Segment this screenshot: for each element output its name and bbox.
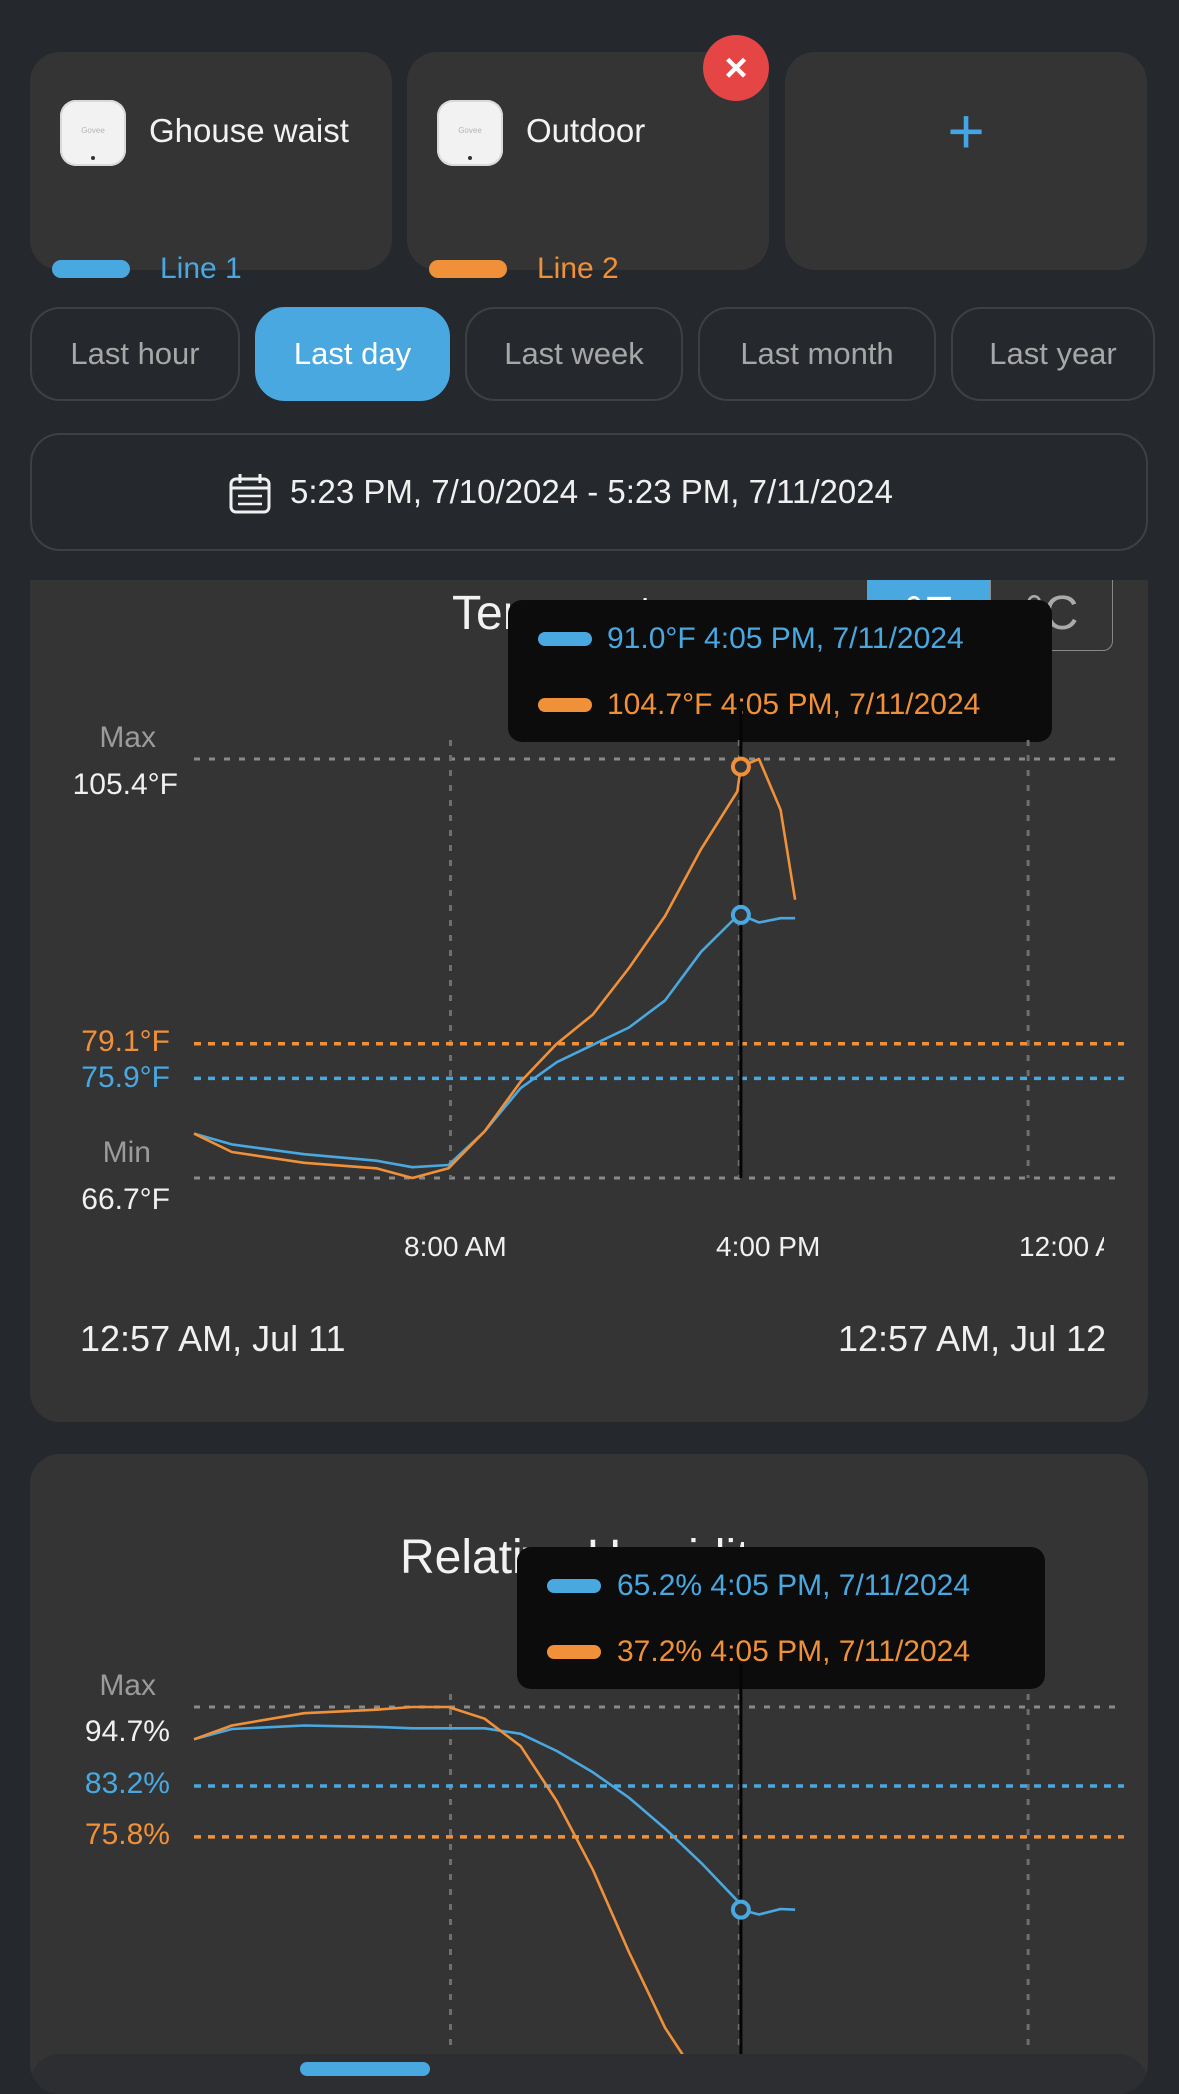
max-label: Max bbox=[30, 721, 156, 755]
tooltip-swatch-line-2 bbox=[538, 698, 592, 712]
tooltip-swatch-line-1 bbox=[547, 1579, 601, 1593]
device-name: Outdoor bbox=[526, 112, 645, 150]
date-range-picker[interactable]: 5:23 PM, 7/10/2024 - 5:23 PM, 7/11/2024 bbox=[30, 433, 1148, 551]
series-line-1 bbox=[194, 1726, 795, 1915]
series-line-2 bbox=[194, 759, 795, 1178]
min-value: 66.7°F bbox=[30, 1183, 170, 1217]
avg-blue-value: 75.9°F bbox=[30, 1061, 170, 1095]
tooltip-line-2: 104.7°F 4:05 PM, 7/11/2024 bbox=[607, 688, 980, 722]
line-swatch bbox=[429, 260, 507, 278]
range-start-label: 12:57 AM, Jul 11 bbox=[80, 1318, 346, 1360]
highlight-marker-2 bbox=[733, 759, 749, 775]
tooltip-swatch-line-2 bbox=[547, 1645, 601, 1659]
max-value: 94.7% bbox=[30, 1715, 170, 1749]
series-line-1 bbox=[194, 915, 795, 1167]
max-label: Max bbox=[30, 1669, 156, 1703]
humidity-tooltip: 65.2% 4:05 PM, 7/11/2024 37.2% 4:05 PM, … bbox=[517, 1547, 1045, 1689]
range-last-day[interactable]: Last day bbox=[255, 307, 450, 401]
highlight-marker-1 bbox=[733, 907, 749, 923]
line-label: Line 2 bbox=[537, 252, 619, 286]
date-range-text: 5:23 PM, 7/10/2024 - 5:23 PM, 7/11/2024 bbox=[290, 473, 893, 511]
max-value: 105.4°F bbox=[30, 768, 178, 802]
tooltip-line-1: 65.2% 4:05 PM, 7/11/2024 bbox=[617, 1569, 970, 1603]
sensor-device-icon: Govee bbox=[437, 100, 503, 166]
avg-blue-value: 83.2% bbox=[30, 1767, 170, 1801]
highlight-marker-1 bbox=[733, 1902, 749, 1918]
tooltip-line-2: 37.2% 4:05 PM, 7/11/2024 bbox=[617, 1635, 970, 1669]
device-name: Ghouse waist bbox=[149, 112, 349, 150]
line-swatch bbox=[52, 260, 130, 278]
min-label: Min bbox=[30, 1136, 151, 1170]
temperature-chart-card: Temperature °F °C 91.0°F 4:05 PM, 7/11/2… bbox=[30, 580, 1148, 1422]
device-card-1[interactable]: Govee Ghouse waist Line 1 bbox=[30, 52, 392, 270]
humidity-chart-card: Relative Humidity 65.2% 4:05 PM, 7/11/20… bbox=[30, 1454, 1148, 2094]
range-last-year[interactable]: Last year bbox=[951, 307, 1155, 401]
avg-orange-value: 75.8% bbox=[30, 1818, 170, 1852]
series-line-2 bbox=[194, 1707, 795, 2094]
x-tick-12am: 12:00 A bbox=[1019, 1231, 1104, 1263]
avg-orange-value: 79.1°F bbox=[30, 1025, 170, 1059]
x-tick-4pm: 4:00 PM bbox=[716, 1231, 820, 1263]
range-last-hour[interactable]: Last hour bbox=[30, 307, 240, 401]
tooltip-line-1: 91.0°F 4:05 PM, 7/11/2024 bbox=[607, 622, 964, 656]
tooltip-swatch-line-1 bbox=[538, 632, 592, 646]
add-device-button[interactable]: + bbox=[785, 52, 1147, 270]
x-tick-8am: 8:00 AM bbox=[404, 1231, 507, 1263]
line-label: Line 1 bbox=[160, 252, 242, 286]
temperature-tooltip: 91.0°F 4:05 PM, 7/11/2024 104.7°F 4:05 P… bbox=[508, 600, 1052, 742]
plus-icon: + bbox=[785, 94, 1147, 168]
range-last-month[interactable]: Last month bbox=[698, 307, 936, 401]
remove-device-close-icon[interactable]: × bbox=[703, 35, 769, 101]
sensor-device-icon: Govee bbox=[60, 100, 126, 166]
calendar-icon bbox=[228, 473, 272, 515]
bottom-overlay bbox=[30, 2054, 1148, 2094]
range-end-label: 12:57 AM, Jul 12 bbox=[838, 1318, 1106, 1360]
range-last-week[interactable]: Last week bbox=[465, 307, 683, 401]
